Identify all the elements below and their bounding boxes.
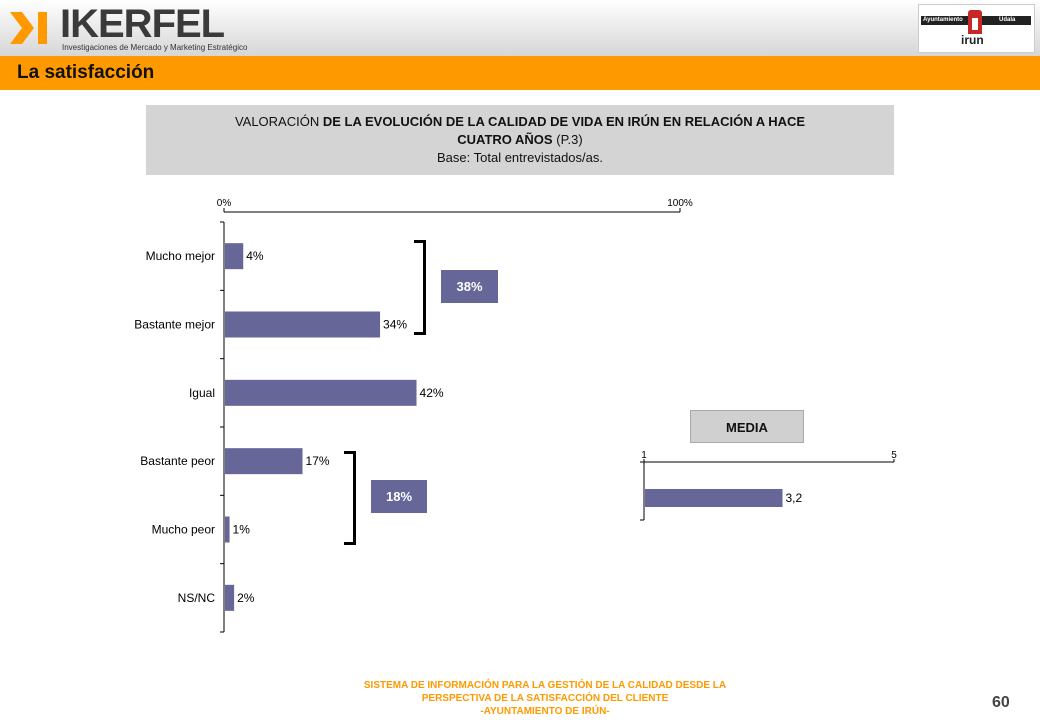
question-bold-part: DE LA EVOLUCIÓN DE LA CALIDAD DE VIDA EN… [322, 114, 806, 129]
category-label: Bastante peor [140, 454, 215, 468]
bar-value-label: 42% [420, 386, 444, 400]
question-lead: VALORACIÓN [234, 114, 320, 129]
bar-value-label: 2% [237, 591, 255, 605]
footer-line-1: SISTEMA DE INFORMACIÓN PARA LA GESTIÓN D… [363, 680, 727, 691]
bar [225, 584, 235, 611]
category-label: Bastante mejor [134, 318, 215, 332]
header-bar: IKERFEL Investigaciones de Mercado y Mar… [0, 0, 1040, 56]
positive-group-total: 38% [441, 270, 498, 303]
bar [225, 379, 417, 406]
question-line-1: VALORACIÓN DE LA EVOLUCIÓN DE LA CALIDAD… [146, 114, 894, 129]
section-title-bar: La satisfacción [0, 56, 1040, 90]
media-label-box: MEDIA [690, 410, 804, 443]
negative-group-total: 18% [371, 480, 427, 513]
top-axis-tick-label: 100% [667, 198, 693, 209]
category-label: Igual [189, 386, 215, 400]
media-axis-tick-label: 5 [891, 450, 897, 461]
media-bar-value-label: 3,2 [786, 491, 803, 505]
question-code: (P.3) [556, 132, 583, 147]
bar-value-label: 17% [306, 454, 330, 468]
bar [225, 243, 244, 270]
city-logo-right-text: Udala [999, 17, 1016, 23]
bar [225, 516, 230, 543]
bar [225, 448, 303, 475]
ikerfel-logo-icon [10, 12, 47, 44]
city-logo-name: irun [961, 33, 984, 47]
question-base: Base: Total entrevistados/as. [437, 150, 603, 165]
brand-subtitle: Investigaciones de Mercado y Marketing E… [62, 43, 248, 52]
city-logo-left-text: Ayuntamiento [923, 17, 963, 23]
media-axis-tick-label: 1 [641, 450, 647, 461]
bar-value-label: 34% [383, 318, 407, 332]
question-line2-bold: CUATRO AÑOS [457, 132, 553, 147]
category-label: NS/NC [178, 591, 216, 605]
footer-line-2: PERSPECTIVA DE LA SATISFACCIÓN DEL CLIEN… [421, 693, 669, 704]
category-label: Mucho mejor [146, 249, 215, 263]
positive-group-bracket [414, 240, 426, 335]
top-axis-tick-label: 0% [217, 198, 232, 209]
question-box: VALORACIÓN DE LA EVOLUCIÓN DE LA CALIDAD… [146, 105, 894, 175]
media-bar [645, 489, 783, 507]
category-label: Mucho peor [152, 523, 215, 537]
section-title: La satisfacción [17, 62, 155, 83]
bar [225, 311, 381, 338]
negative-group-bracket [344, 451, 356, 545]
city-council-logo: Ayuntamiento Udala irun [918, 4, 1035, 53]
page-number: 60 [992, 694, 1010, 711]
footer-line-3: -AYUNTAMIENTO DE IRÚN- [480, 706, 610, 717]
brand-name: IKERFEL [60, 2, 225, 46]
question-line-2: CUATRO AÑOS (P.3) [146, 132, 894, 147]
footer-text: SISTEMA DE INFORMACIÓN PARA LA GESTIÓN D… [300, 679, 790, 718]
bar-value-label: 1% [233, 523, 251, 537]
bar-value-label: 4% [246, 249, 264, 263]
city-tower-window [972, 18, 978, 30]
